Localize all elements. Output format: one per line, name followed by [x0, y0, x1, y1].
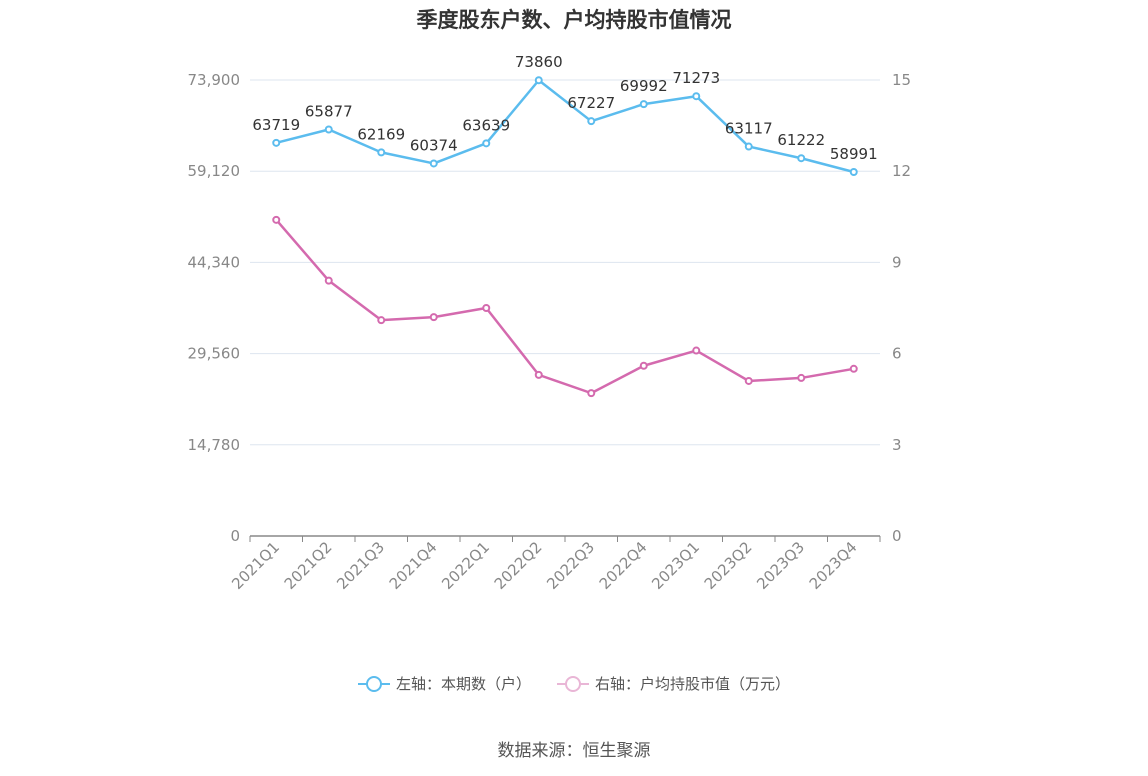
x-tick-label: 2023Q3: [753, 538, 808, 593]
data-label: 63117: [725, 120, 773, 138]
left-data-point: [797, 154, 806, 163]
x-tick-label: 2022Q4: [596, 538, 651, 593]
right-data-point: [587, 389, 596, 398]
right-tick-label: 9: [892, 253, 902, 271]
left-tick-label: 29,560: [188, 345, 241, 363]
left-data-point: [482, 139, 491, 148]
legend-item-left-series[interactable]: 左轴：本期数（户）: [357, 673, 531, 694]
data-source: 数据来源：恒生聚源: [497, 741, 651, 761]
right-data-point: [797, 373, 806, 382]
left-tick-label: 14,780: [188, 436, 241, 454]
legend-label-right: 右轴：户均持股市值（万元）: [595, 675, 791, 693]
data-label: 58991: [830, 145, 878, 163]
right-tick-label: 12: [892, 162, 911, 180]
legend: 左轴：本期数（户） 右轴：户均持股市值（万元）: [0, 673, 1148, 694]
left-data-point: [324, 125, 333, 134]
right-data-point: [692, 346, 701, 355]
right-data-point: [534, 370, 543, 379]
x-tick-label: 2022Q1: [438, 538, 493, 593]
line-chart: 0 14,780 29,560 44,340 59,120 73,900 0 3 6 9 12 15…: [188, 53, 912, 593]
x-tick-label: 2023Q1: [648, 538, 703, 593]
data-label: 62169: [357, 125, 405, 143]
x-tick-label: 2023Q2: [701, 538, 756, 593]
left-tick-label: 59,120: [188, 162, 241, 180]
data-label: 65877: [305, 103, 353, 121]
x-tick-label: 2021Q4: [386, 538, 441, 593]
x-tick-label: 2022Q3: [543, 538, 598, 593]
x-axis: 2021Q12021Q22021Q32021Q42022Q12022Q22022…: [228, 535, 881, 593]
data-label: 71273: [672, 69, 720, 87]
left-data-point: [272, 138, 281, 147]
left-data-point: [692, 92, 701, 101]
right-data-point: [272, 215, 281, 224]
x-tick-label: 2023Q4: [806, 538, 861, 593]
right-data-point: [849, 364, 858, 373]
left-data-point: [377, 148, 386, 157]
data-label: 60374: [410, 136, 458, 154]
left-series-line: [275, 78, 855, 174]
data-label: 69992: [620, 77, 668, 95]
left-data-point: [534, 76, 543, 85]
data-label: 61222: [777, 131, 825, 149]
left-data-point: [587, 117, 596, 126]
left-data-point: [429, 159, 438, 168]
right-tick-label: 0: [892, 527, 902, 545]
x-tick-label: 2021Q1: [228, 538, 283, 593]
data-label: 73860: [515, 53, 563, 71]
left-tick-label: 0: [230, 527, 240, 545]
data-label: 63639: [462, 116, 510, 134]
data-label: 67227: [567, 94, 615, 112]
x-tick-label: 2021Q3: [333, 538, 388, 593]
right-data-point: [324, 276, 333, 285]
right-data-point: [639, 361, 648, 370]
left-data-point: [639, 100, 648, 109]
left-tick-label: 73,900: [188, 71, 241, 89]
left-data-point: [849, 167, 858, 176]
right-tick-label: 3: [892, 436, 902, 454]
legend-marker-right-icon: [557, 674, 589, 694]
legend-marker-left-icon: [357, 674, 390, 694]
right-data-point: [377, 316, 386, 325]
right-series-line: [275, 219, 854, 395]
left-tick-label: 44,340: [188, 253, 241, 271]
right-axis-ticks: 0 3 6 9 12 15: [892, 71, 911, 545]
right-data-point: [744, 376, 753, 385]
grid-lines: [250, 79, 880, 446]
legend-item-right-series[interactable]: 右轴：户均持股市值（万元）: [557, 673, 790, 694]
right-data-point: [482, 304, 491, 312]
legend-label-left: 左轴：本期数（户）: [395, 675, 531, 693]
left-data-point: [744, 142, 753, 151]
x-tick-label: 2022Q2: [491, 538, 546, 593]
right-tick-label: 15: [892, 71, 911, 89]
data-label: 63719: [252, 116, 300, 134]
x-tick-label: 2021Q2: [281, 538, 336, 593]
left-axis-ticks: 0 14,780 29,560 44,340 59,120 73,900: [188, 71, 241, 545]
right-tick-label: 6: [892, 345, 902, 363]
right-data-point: [429, 313, 438, 322]
chart-title: 季度股东户数、户均持股市值情况: [416, 8, 732, 32]
